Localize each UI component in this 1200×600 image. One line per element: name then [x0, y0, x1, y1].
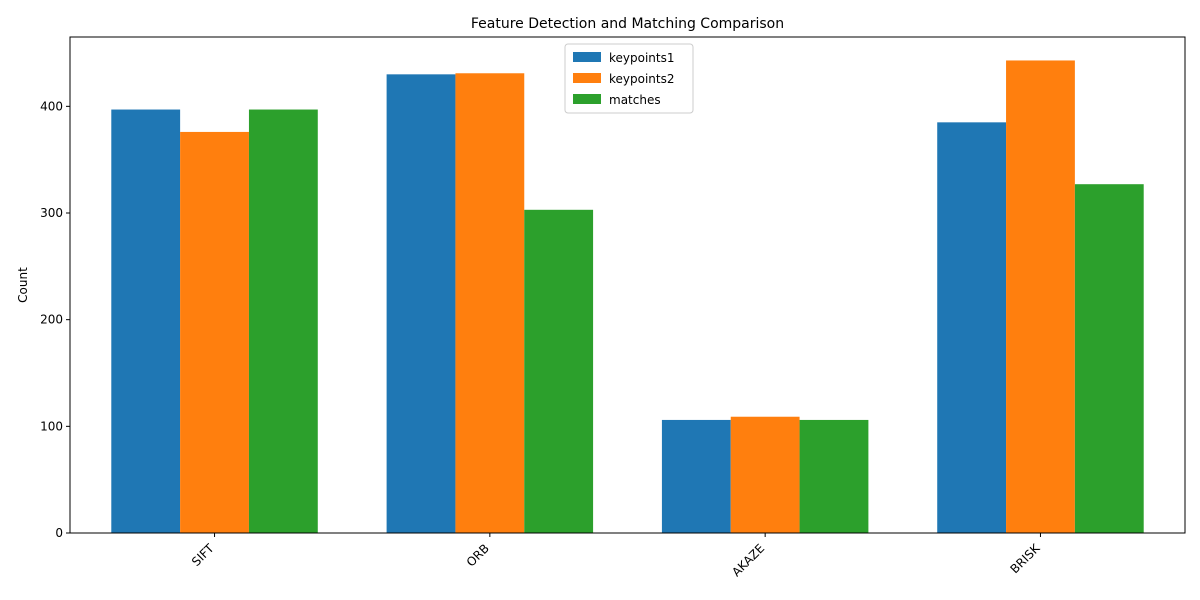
bar-keypoints1-sift	[111, 109, 181, 534]
y-tick-label: 0	[55, 526, 63, 540]
bar-keypoints1-akaze	[661, 419, 731, 533]
y-ticks-group: 0 100 200 300 400	[40, 99, 70, 540]
bar-keypoints2-akaze	[730, 416, 800, 533]
bar-keypoints1-orb	[386, 74, 456, 533]
y-tick-label: 200	[40, 313, 63, 327]
plot-frame	[69, 36, 1186, 534]
bars-group	[111, 60, 1144, 534]
legend-label-matches: matches	[609, 93, 661, 107]
legend-swatch-matches	[573, 94, 601, 104]
bar-matches-sift	[248, 109, 318, 534]
bar-keypoints2-sift	[180, 131, 249, 533]
bar-keypoints2-orb	[455, 73, 525, 534]
chart-title: Feature Detection and Matching Compariso…	[471, 16, 784, 32]
legend-swatch-keypoints2	[573, 73, 601, 83]
bar-matches-orb	[524, 209, 594, 534]
y-tick-label: 400	[40, 99, 63, 113]
bar-matches-akaze	[799, 419, 869, 533]
y-axis-title: Count	[16, 267, 30, 303]
y-tick-label: 100	[40, 419, 63, 433]
legend-label-keypoints2: keypoints2	[609, 72, 675, 86]
legend-swatch-keypoints1	[573, 52, 601, 62]
bar-keypoints2-brisk	[1006, 60, 1075, 533]
bar-matches-brisk	[1074, 184, 1144, 533]
legend: keypoints1 keypoints2 matches	[564, 43, 694, 114]
bar-keypoints1-brisk	[937, 122, 1007, 533]
y-tick-label: 300	[40, 206, 63, 220]
legend-label-keypoints1: keypoints1	[609, 51, 675, 65]
